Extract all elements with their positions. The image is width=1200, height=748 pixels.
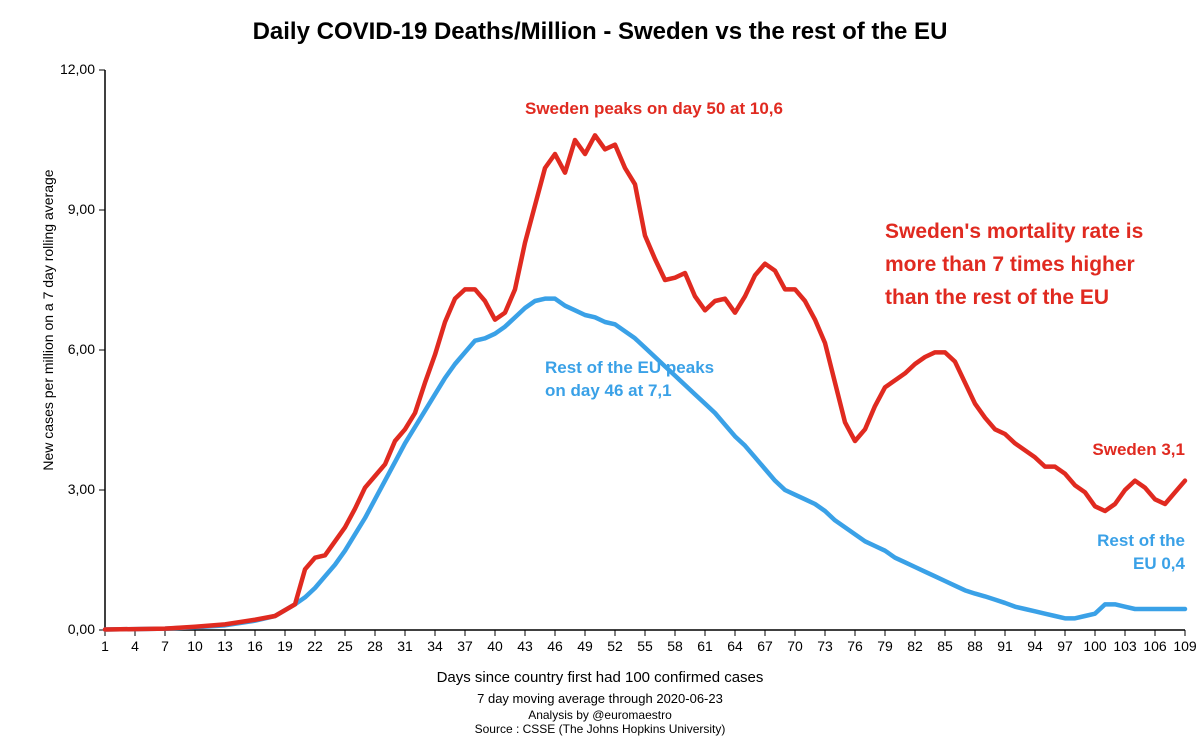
- x-tick-label: 106: [1140, 638, 1170, 654]
- series-eu-line: [105, 299, 1185, 630]
- x-tick-label: 88: [960, 638, 990, 654]
- x-tick-label: 85: [930, 638, 960, 654]
- x-tick-label: 28: [360, 638, 390, 654]
- x-tick-label: 22: [300, 638, 330, 654]
- x-tick-label: 91: [990, 638, 1020, 654]
- annotation-callout_l3: than the rest of the EU: [885, 285, 1109, 311]
- x-tick-label: 40: [480, 638, 510, 654]
- x-tick-label: 61: [690, 638, 720, 654]
- annotation-eu_peak_l2: on day 46 at 7,1: [545, 380, 672, 401]
- x-tick-label: 1: [90, 638, 120, 654]
- x-tick-label: 52: [600, 638, 630, 654]
- x-axis-label: Days since country first had 100 confirm…: [0, 669, 1200, 686]
- annotation-eu_peak_l1: Rest of the EU peaks: [545, 357, 714, 378]
- x-tick-label: 100: [1080, 638, 1110, 654]
- x-tick-label: 67: [750, 638, 780, 654]
- chart-container: Daily COVID-19 Deaths/Million - Sweden v…: [0, 0, 1200, 748]
- x-tick-label: 64: [720, 638, 750, 654]
- x-tick-label: 103: [1110, 638, 1140, 654]
- x-tick-label: 19: [270, 638, 300, 654]
- x-tick-label: 46: [540, 638, 570, 654]
- annotation-eu_end_l1: Rest of the: [1097, 530, 1185, 551]
- footer-line-1: 7 day moving average through 2020-06-23: [0, 691, 1200, 706]
- annotation-sweden_peak: Sweden peaks on day 50 at 10,6: [525, 98, 783, 119]
- x-tick-label: 37: [450, 638, 480, 654]
- x-tick-label: 94: [1020, 638, 1050, 654]
- x-tick-label: 73: [810, 638, 840, 654]
- annotation-callout_l1: Sweden's mortality rate is: [885, 219, 1143, 245]
- x-tick-label: 10: [180, 638, 210, 654]
- x-tick-label: 58: [660, 638, 690, 654]
- x-tick-label: 70: [780, 638, 810, 654]
- y-tick-label: 12,00: [60, 61, 95, 77]
- x-tick-label: 34: [420, 638, 450, 654]
- footer-line-2: Analysis by @euromaestro: [0, 708, 1200, 722]
- y-tick-label: 0,00: [68, 621, 95, 637]
- x-tick-label: 7: [150, 638, 180, 654]
- x-tick-label: 13: [210, 638, 240, 654]
- annotation-eu_end_l2: EU 0,4: [1133, 553, 1185, 574]
- x-tick-label: 4: [120, 638, 150, 654]
- annotation-callout_l2: more than 7 times higher: [885, 252, 1135, 278]
- x-tick-label: 82: [900, 638, 930, 654]
- annotation-sweden_end: Sweden 3,1: [1092, 439, 1185, 460]
- x-tick-label: 76: [840, 638, 870, 654]
- x-tick-label: 55: [630, 638, 660, 654]
- x-tick-label: 79: [870, 638, 900, 654]
- x-tick-label: 109: [1170, 638, 1200, 654]
- x-tick-label: 16: [240, 638, 270, 654]
- x-tick-label: 43: [510, 638, 540, 654]
- x-tick-label: 97: [1050, 638, 1080, 654]
- footer-line-3: Source : CSSE (The Johns Hopkins Univers…: [0, 722, 1200, 736]
- x-tick-label: 25: [330, 638, 360, 654]
- x-tick-label: 31: [390, 638, 420, 654]
- y-tick-label: 3,00: [68, 481, 95, 497]
- y-tick-label: 6,00: [68, 341, 95, 357]
- y-tick-label: 9,00: [68, 201, 95, 217]
- x-tick-label: 49: [570, 638, 600, 654]
